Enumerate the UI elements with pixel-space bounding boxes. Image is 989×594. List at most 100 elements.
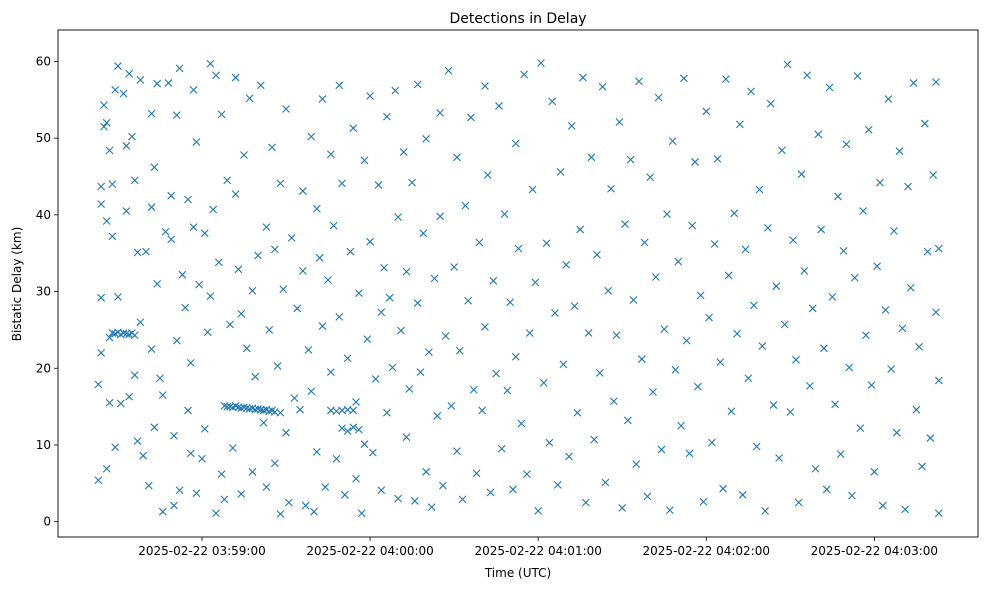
- data-point: [94, 476, 103, 485]
- data-point: [705, 313, 713, 322]
- data-point: [926, 434, 935, 442]
- data-point: [724, 271, 733, 280]
- data-point: [158, 391, 167, 399]
- data-point: [170, 431, 178, 440]
- data-point: [710, 240, 719, 248]
- y-tick-label: 10: [36, 438, 51, 452]
- data-point: [397, 326, 405, 335]
- data-point: [172, 336, 181, 345]
- data-point: [411, 497, 419, 505]
- data-point: [360, 440, 369, 449]
- data-point: [276, 408, 285, 417]
- data-point: [100, 122, 108, 131]
- data-point: [780, 320, 789, 329]
- data-point: [181, 303, 190, 312]
- data-point: [130, 371, 139, 380]
- data-point: [189, 85, 198, 94]
- data-point: [604, 286, 613, 295]
- data-point: [646, 173, 655, 182]
- data-point: [464, 296, 473, 305]
- data-point: [265, 326, 274, 334]
- data-point: [248, 286, 257, 295]
- data-point: [934, 509, 943, 518]
- data-point: [859, 207, 868, 215]
- data-point: [923, 247, 932, 256]
- data-point: [545, 438, 554, 447]
- data-point: [282, 105, 290, 113]
- data-point: [413, 299, 422, 307]
- data-point: [814, 130, 823, 139]
- x-tick-label: 2025-02-22 04:03:00: [811, 544, 938, 558]
- data-point: [747, 87, 755, 96]
- data-point: [559, 360, 568, 369]
- data-point: [102, 464, 111, 473]
- data-point: [114, 293, 122, 301]
- data-point: [114, 62, 122, 70]
- data-point: [133, 437, 142, 446]
- data-point: [643, 492, 652, 501]
- data-point: [665, 506, 674, 515]
- data-point: [567, 121, 576, 130]
- data-point: [674, 257, 683, 266]
- data-point: [102, 217, 111, 225]
- data-point: [436, 212, 445, 221]
- data-point: [242, 404, 251, 413]
- data-point: [335, 312, 344, 321]
- data-point: [758, 342, 767, 350]
- data-point: [761, 507, 769, 515]
- data-point: [853, 72, 862, 80]
- data-point: [307, 387, 316, 396]
- data-point: [749, 301, 758, 310]
- chart-title: Detections in Delay: [449, 11, 586, 27]
- data-point: [326, 150, 335, 159]
- data-point: [601, 478, 610, 487]
- data-point: [195, 280, 204, 289]
- data-point: [486, 488, 495, 497]
- data-point: [803, 71, 811, 80]
- plot-area: [58, 30, 978, 537]
- x-axis-label: Time (UTC): [484, 566, 551, 580]
- data-point: [458, 495, 467, 504]
- data-point: [237, 309, 246, 318]
- data-point: [775, 454, 783, 462]
- data-point: [430, 274, 439, 283]
- y-tick-label: 30: [36, 285, 51, 299]
- data-point: [693, 382, 702, 391]
- data-point: [161, 227, 170, 236]
- data-point: [691, 158, 699, 166]
- data-point: [836, 450, 845, 459]
- data-point: [413, 80, 422, 89]
- data-point: [200, 229, 209, 238]
- data-point: [352, 398, 360, 406]
- data-point: [97, 200, 106, 209]
- data-point: [769, 401, 778, 409]
- data-point: [209, 205, 218, 214]
- data-point: [234, 265, 243, 274]
- data-point: [497, 444, 506, 453]
- data-point: [436, 108, 445, 117]
- data-point: [511, 139, 520, 148]
- data-point: [481, 82, 489, 90]
- data-point: [890, 227, 898, 235]
- data-point: [904, 182, 912, 191]
- data-point: [276, 510, 285, 518]
- data-point: [184, 195, 192, 204]
- data-point: [354, 425, 363, 434]
- data-point: [301, 501, 310, 510]
- data-point: [276, 179, 285, 188]
- data-point: [817, 225, 826, 234]
- data-point: [654, 93, 663, 102]
- data-point: [125, 392, 134, 401]
- data-point: [203, 328, 212, 337]
- data-point: [147, 109, 156, 118]
- data-point: [932, 78, 940, 87]
- data-point: [240, 403, 248, 412]
- data-point: [217, 470, 226, 478]
- data-point: [307, 132, 316, 141]
- data-point: [125, 69, 134, 78]
- data-point: [794, 498, 803, 507]
- data-point: [256, 81, 265, 90]
- data-point: [766, 99, 775, 108]
- data-point: [105, 333, 114, 342]
- y-tick-label: 60: [36, 54, 51, 68]
